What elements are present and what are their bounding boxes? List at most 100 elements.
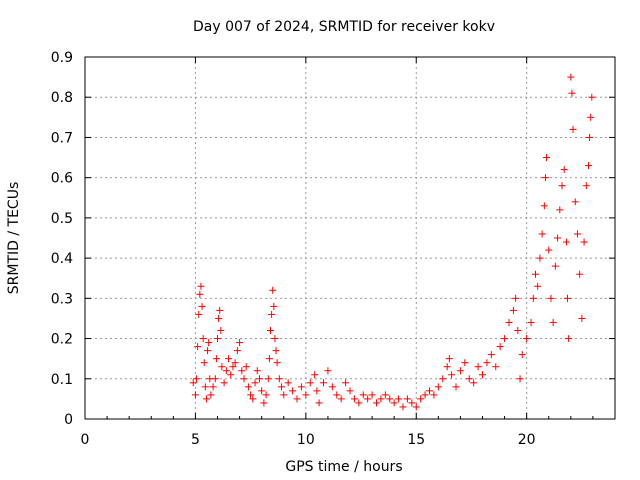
data-point [587, 113, 595, 121]
data-point [315, 399, 323, 407]
data-point [200, 359, 208, 367]
data-point [558, 182, 566, 190]
x-tick-label: 5 [191, 432, 200, 448]
data-point [240, 375, 248, 383]
data-point [260, 399, 268, 407]
data-point [222, 367, 230, 375]
data-point [328, 383, 336, 391]
data-point [238, 367, 246, 375]
data-point [564, 294, 572, 302]
data-point [543, 154, 551, 162]
data-point [390, 399, 398, 407]
data-point [236, 339, 244, 347]
data-point [289, 387, 297, 395]
data-point [547, 294, 555, 302]
data-point [306, 379, 314, 387]
data-point [560, 166, 568, 174]
data-point [355, 399, 363, 407]
data-point [204, 347, 212, 355]
data-point [197, 282, 205, 290]
data-point [302, 391, 310, 399]
data-point [284, 379, 292, 387]
data-point [474, 363, 482, 371]
data-point [386, 395, 394, 403]
data-point [518, 351, 526, 359]
data-point [426, 387, 433, 395]
data-point [373, 399, 380, 407]
data-point [421, 391, 429, 399]
data-point [516, 375, 524, 383]
data-point [191, 391, 199, 399]
data-point [445, 355, 453, 363]
data-point [233, 347, 241, 355]
data-point [540, 202, 548, 210]
x-tick-label: 0 [81, 432, 90, 448]
data-point [408, 399, 416, 407]
data-point [588, 93, 596, 101]
data-point [541, 174, 549, 182]
data-point [492, 363, 500, 371]
plot-frame [84, 56, 616, 420]
data-point [487, 351, 495, 359]
data-point [573, 230, 581, 238]
data-points [189, 73, 596, 411]
data-point [461, 359, 469, 367]
data-point [269, 286, 277, 294]
y-tick-label: 0.2 [51, 332, 73, 348]
data-point [586, 133, 594, 141]
data-point [253, 367, 261, 375]
x-tick-label: 20 [518, 432, 536, 448]
data-point [231, 359, 239, 367]
data-point [443, 363, 451, 371]
data-point [275, 375, 283, 383]
data-point [216, 306, 224, 314]
y-tick-label: 0.8 [51, 90, 73, 106]
y-tick-label: 0.5 [51, 211, 73, 227]
data-point [582, 182, 590, 190]
data-point [350, 395, 358, 403]
data-point [568, 89, 576, 97]
y-tick-label: 0.7 [51, 130, 73, 146]
data-point [265, 355, 273, 363]
data-point [377, 395, 385, 403]
y-tick-label: 0.9 [51, 50, 73, 66]
y-tick-label: 0.3 [51, 291, 73, 307]
data-point [359, 391, 367, 399]
y-tick-label: 0.4 [51, 251, 73, 267]
data-point [205, 339, 213, 347]
data-point [534, 282, 542, 290]
data-point [439, 375, 447, 383]
data-point [434, 383, 442, 391]
data-point [244, 383, 252, 391]
y-tick-label: 0.6 [51, 171, 73, 187]
data-point [195, 310, 203, 318]
x-tick-label: 15 [407, 432, 425, 448]
data-point [227, 371, 235, 379]
data-point [532, 270, 539, 278]
y-tick-label: 0.1 [51, 372, 73, 388]
data-point [218, 363, 226, 371]
data-point [567, 73, 575, 81]
data-point [479, 371, 486, 379]
data-point [580, 238, 588, 246]
data-point [512, 294, 520, 302]
data-point [193, 375, 201, 383]
data-point [214, 335, 221, 343]
data-point [403, 395, 411, 403]
data-point [505, 318, 513, 326]
data-point [470, 379, 478, 387]
data-point [514, 327, 522, 335]
data-point [364, 395, 372, 403]
data-point [565, 335, 573, 343]
data-point [448, 371, 456, 379]
data-point [242, 363, 250, 371]
data-point [313, 387, 321, 395]
data-point [255, 375, 263, 383]
data-point [278, 383, 286, 391]
data-point [395, 395, 403, 403]
data-point [545, 246, 553, 254]
data-point [527, 318, 535, 326]
data-point [337, 395, 345, 403]
data-point [215, 314, 223, 322]
